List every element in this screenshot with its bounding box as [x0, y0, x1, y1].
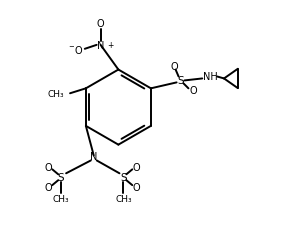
Text: N: N: [97, 41, 104, 51]
Text: O: O: [171, 61, 178, 71]
Text: +: +: [107, 41, 114, 50]
Text: O: O: [132, 182, 140, 192]
Text: N: N: [90, 151, 98, 161]
Text: CH₃: CH₃: [115, 195, 132, 204]
Text: S: S: [177, 76, 184, 86]
Text: S: S: [120, 173, 127, 182]
Text: O: O: [44, 182, 52, 192]
Text: O: O: [44, 163, 52, 173]
Text: NH: NH: [203, 72, 218, 82]
Text: $^{-}$O: $^{-}$O: [68, 44, 83, 56]
Text: CH₃: CH₃: [53, 195, 70, 204]
Text: CH₃: CH₃: [47, 89, 64, 98]
Text: S: S: [58, 173, 64, 182]
Text: O: O: [132, 163, 140, 173]
Text: O: O: [97, 19, 104, 29]
Text: O: O: [190, 86, 197, 96]
